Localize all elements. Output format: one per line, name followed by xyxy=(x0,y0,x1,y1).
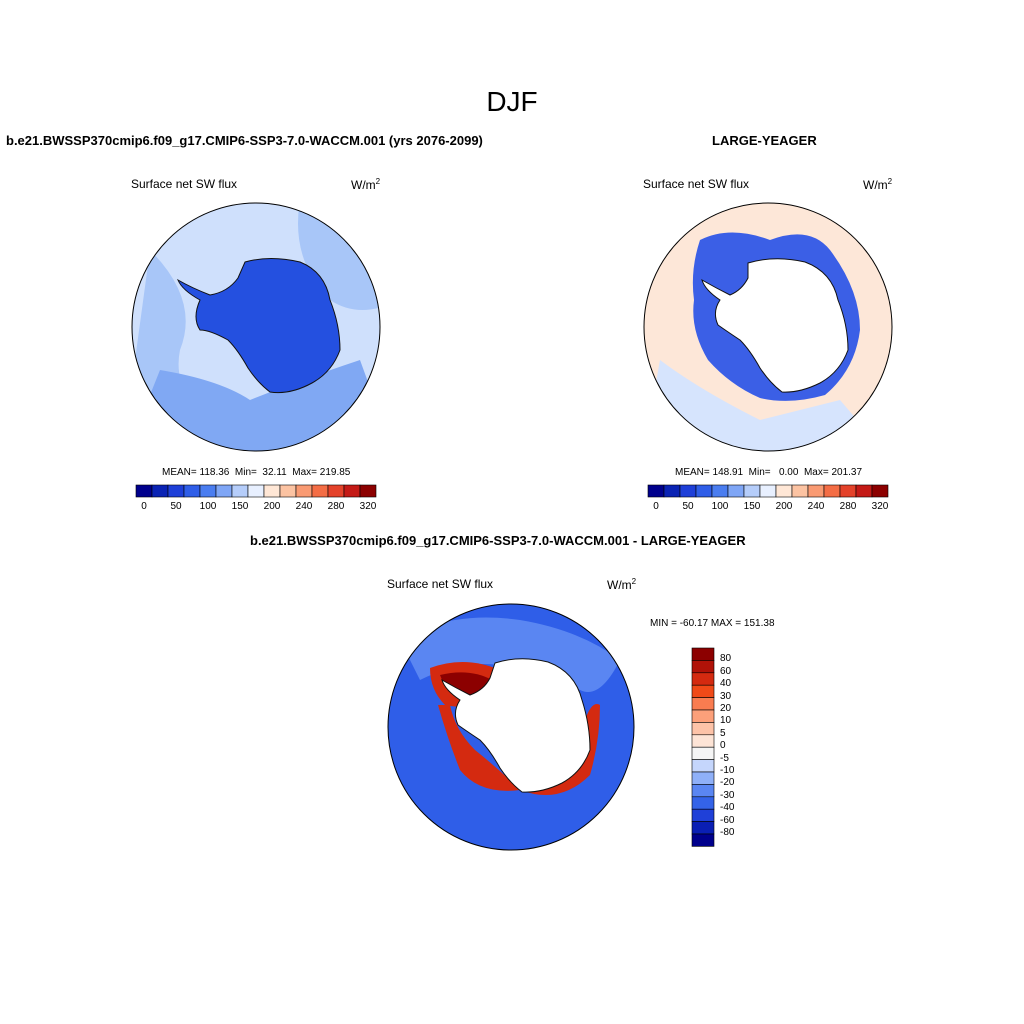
colorbar-box xyxy=(691,784,715,798)
colorbar-tick-label: 60 xyxy=(720,665,732,677)
panel3-map-border xyxy=(387,603,635,851)
panel3-units: W/m2 xyxy=(607,577,637,592)
colorbar-tick-label: 240 xyxy=(295,501,313,512)
colorbar-box xyxy=(691,759,715,773)
colorbar-box xyxy=(691,660,715,674)
colorbar-tick-label: -80 xyxy=(720,827,735,838)
colorbar-tick-label: 280 xyxy=(839,501,857,512)
colorbar-tick-label: -60 xyxy=(720,814,735,826)
colorbar-box xyxy=(691,746,715,760)
colorbar-box xyxy=(691,771,715,785)
colorbar-box xyxy=(691,734,715,748)
colorbar-tick-label: 0 xyxy=(141,501,147,512)
colorbar-tick-label: 200 xyxy=(775,501,793,512)
colorbar-tick-label: 0 xyxy=(653,501,659,512)
colorbar-tick-label: 80 xyxy=(720,653,732,665)
colorbar-tick-label: 40 xyxy=(720,678,732,690)
panel3-antarctica xyxy=(441,658,591,793)
colorbar-tick-label: 10 xyxy=(720,715,732,727)
colorbar-tick-label: 100 xyxy=(711,501,729,512)
colorbar-tick-label: 30 xyxy=(720,690,732,702)
colorbar-tick-label: 0 xyxy=(720,740,726,752)
colorbar-tick-label: 50 xyxy=(682,501,694,512)
colorbar-tick-label: 150 xyxy=(743,501,761,512)
colorbar-tick-label: 240 xyxy=(807,501,825,512)
colorbar-box xyxy=(691,821,715,835)
panel2-case-title: LARGE-YEAGER xyxy=(712,133,817,148)
colorbar-tick-label: 150 xyxy=(231,501,249,512)
panel1-units: W/m2 xyxy=(351,177,381,192)
colorbar-box xyxy=(691,647,715,661)
panel3-east-positive xyxy=(520,704,600,795)
panel2-antarctica xyxy=(701,258,849,393)
panel2-variable-label: Surface net SW flux xyxy=(643,177,750,191)
panel1-case-title: b.e21.BWSSP370cmip6.f09_g17.CMIP6-SSP3-7… xyxy=(6,133,483,148)
colorbar-box xyxy=(691,722,715,736)
colorbar-box xyxy=(691,672,715,686)
panel2-units: W/m2 xyxy=(863,177,893,192)
colorbar-tick-label: 320 xyxy=(359,501,377,512)
colorbar-tick-label: 320 xyxy=(871,501,889,512)
panel3-case-title: b.e21.BWSSP370cmip6.f09_g17.CMIP6-SSP3-7… xyxy=(250,533,746,548)
colorbar-box xyxy=(359,484,377,498)
panel2-stats: MEAN= 148.91 Min= 0.00 Max= 201.37 xyxy=(675,467,863,478)
colorbar-box xyxy=(691,833,715,847)
colorbar-tick-label: 50 xyxy=(170,501,182,512)
panel1-antarctica xyxy=(177,258,341,394)
panel3-stats: MIN = -60.17 MAX = 151.38 xyxy=(650,618,775,629)
colorbar-tick-label: -20 xyxy=(720,777,735,789)
main-title: DJF xyxy=(486,86,538,117)
colorbar-tick-label: 20 xyxy=(720,703,732,714)
colorbar-box xyxy=(691,684,715,698)
panel2-map-border xyxy=(643,202,893,452)
colorbar-tick-label: 5 xyxy=(720,727,726,739)
colorbar-box xyxy=(691,808,715,822)
colorbar-tick-label: -40 xyxy=(720,802,735,814)
panel1-stats: MEAN= 118.36 Min= 32.11 Max= 219.85 xyxy=(162,467,351,478)
colorbar-box xyxy=(691,697,715,711)
panel2-colorbar-boxes xyxy=(647,484,889,498)
colorbar-tick-label: 280 xyxy=(327,501,345,512)
colorbar-box xyxy=(871,484,889,498)
colorbar-box xyxy=(691,709,715,723)
panel3-variable-label: Surface net SW flux xyxy=(387,577,494,591)
colorbar-tick-label: -30 xyxy=(720,789,735,801)
colorbar-tick-label: -10 xyxy=(720,765,735,776)
colorbar-tick-label: -5 xyxy=(720,752,729,764)
colorbar-box xyxy=(691,796,715,810)
panel1-variable-label: Surface net SW flux xyxy=(131,177,238,191)
colorbar-tick-label: 200 xyxy=(263,501,281,512)
colorbar-tick-label: 100 xyxy=(199,501,217,512)
panel1-map-border xyxy=(131,202,381,452)
panel1-colorbar-boxes xyxy=(135,484,377,498)
panel3-colorbar-boxes xyxy=(691,647,715,847)
